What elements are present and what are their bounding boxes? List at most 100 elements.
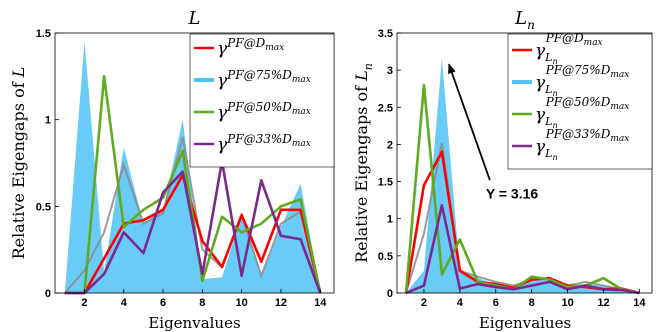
right-chart-title: Ln	[514, 8, 535, 32]
left-plot-content	[64, 41, 322, 295]
left-x-axis-label: Eigenvalues	[148, 314, 240, 332]
left-legend-gamma: γ	[217, 135, 228, 155]
left-line-series-2	[64, 75, 322, 295]
right-line-series-2	[404, 83, 640, 295]
left-x-tick-label: 12	[275, 297, 287, 309]
left-x-tick-label: 10	[236, 297, 248, 309]
right-legend-supsub: max	[610, 134, 629, 144]
left-legend-label-3: γPF@33%Dmax	[217, 132, 311, 155]
left-line-series-3	[64, 159, 322, 295]
annotation-group: Y = 3.16	[448, 63, 539, 201]
right-x-ticks: 2 4 6 8 10 12 14	[421, 289, 646, 309]
left-x-tick-label: 14	[314, 297, 327, 309]
right-legend-sub: L	[544, 51, 552, 64]
left-legend-supsub: max	[292, 75, 311, 85]
annotation-label: Y = 3.16	[486, 185, 539, 201]
right-x-tick-label: 12	[597, 297, 609, 309]
right-y-tick-label: 1	[387, 214, 393, 226]
left-legend-supsub: max	[265, 43, 284, 53]
left-x-tick-label: 6	[160, 297, 166, 309]
left-legend-gamma: γ	[217, 39, 228, 59]
right-legend-sup: PF@75%D	[545, 63, 611, 77]
left-legend: γPF@DmaxγPF@75%DmaxγPF@50%DmaxγPF@33%Dma…	[189, 33, 335, 168]
right-y-axis-label: Relative Eigengaps of Ln	[352, 63, 375, 263]
left-y-tick-label: 0	[45, 288, 51, 300]
left-x-tick-label: 8	[199, 297, 205, 309]
right-chart-title-sub: n	[527, 18, 535, 32]
right-legend-subsub: n	[552, 121, 557, 130]
left-legend-sup: PF@33%D	[226, 132, 292, 146]
right-x-tick-label: 14	[633, 297, 646, 309]
left-legend-label-1: γPF@75%Dmax	[217, 68, 311, 91]
right-legend-label-1: γLn PF@75%Dmax	[535, 63, 629, 98]
left-y-axis-label-text: Relative Eigengaps of	[9, 77, 28, 259]
right-x-tick-label: 2	[421, 297, 427, 309]
right-legend-label-0: γLn PF@Dmax	[535, 31, 603, 66]
right-y-ticks: 0 0.5 1 1.5 2 2.5 3 3.5	[378, 28, 401, 300]
right-line-series-3	[405, 204, 640, 295]
right-legend-sub: L	[544, 83, 552, 96]
right-legend-supsub: max	[610, 70, 629, 80]
right-legend-supsub: max	[584, 38, 603, 48]
right-legend-gamma: γ	[535, 105, 546, 125]
right-area-series-1	[405, 58, 640, 293]
right-legend-gamma: γ	[535, 137, 546, 157]
left-legend-supsub: max	[292, 139, 311, 149]
right-chart-title-main: L	[514, 8, 527, 29]
left-legend-gamma: γ	[217, 103, 228, 123]
right-legend-sup: PF@50%D	[545, 95, 611, 109]
left-legend-label-2: γPF@50%Dmax	[217, 100, 311, 123]
left-x-tick-label: 2	[81, 297, 87, 309]
left-legend-gamma: γ	[217, 71, 228, 91]
right-legend-subsub: n	[552, 57, 557, 66]
left-y-tick-label: 1.5	[36, 28, 51, 40]
right-y-tick-label: 3.5	[378, 28, 393, 40]
right-legend-sup: PF@33%D	[545, 127, 611, 141]
left-chart: 2 4 6 8 10 12 14 0 0.5 1 1.5 L Eigenvalues Relati…	[9, 8, 335, 332]
right-legend-subsub: n	[552, 89, 557, 98]
left-y-axis-label: Relative Eigengaps of L	[9, 67, 28, 260]
right-y-tick-label: 1.5	[378, 177, 393, 189]
left-chart-title: L	[188, 8, 201, 29]
right-plot-content	[404, 58, 640, 295]
right-legend-gamma: γ	[535, 73, 546, 93]
right-y-axis-label-sub: n	[362, 63, 375, 70]
right-legend-subsub: n	[552, 153, 557, 162]
left-legend-label-0: γPF@Dmax	[217, 36, 284, 59]
right-x-tick-label: 4	[457, 297, 464, 309]
left-legend-sup: PF@50%D	[226, 100, 292, 114]
left-legend-sup: PF@75%D	[226, 68, 292, 82]
right-y-tick-label: 3	[387, 65, 393, 77]
left-y-axis-label-symbol: L	[9, 67, 28, 79]
right-legend-label-3: γLn PF@33%Dmax	[535, 127, 629, 162]
right-legend-supsub: max	[610, 102, 629, 112]
right-legend: γLnPF@DmaxγLnPF@75%DmaxγLnPF@50%DmaxγLnP…	[507, 31, 653, 170]
right-legend-sup: PF@D	[545, 31, 584, 45]
right-x-axis-label: Eigenvalues	[479, 314, 571, 332]
left-x-tick-label: 4	[121, 297, 128, 309]
left-y-tick-label: 1	[45, 115, 51, 127]
right-y-axis-label-symbol: L	[352, 70, 371, 82]
left-y-tick-label: 0.5	[36, 201, 51, 213]
right-y-tick-label: 2.5	[378, 102, 393, 114]
right-x-tick-label: 8	[529, 297, 535, 309]
right-legend-sub: L	[544, 115, 552, 128]
left-legend-sup: PF@D	[226, 36, 265, 50]
right-legend-gamma: γ	[535, 41, 546, 61]
left-legend-supsub: max	[292, 107, 311, 117]
right-y-tick-label: 0	[387, 288, 393, 300]
left-area-series-1	[64, 41, 321, 293]
left-x-ticks: 2 4 6 8 10 12 14	[81, 289, 327, 309]
left-y-ticks: 0 0.5 1 1.5	[36, 28, 59, 300]
left-outline-series	[64, 136, 322, 294]
right-y-tick-label: 2	[387, 139, 393, 151]
annotation-arrow	[448, 63, 491, 181]
right-chart: 2 4 6 8 10 12 14 0 0.5 1 1.5 2 2.5 3 3.5 Ln Eigenvalu…	[352, 8, 653, 332]
right-legend-label-2: γLn PF@50%Dmax	[535, 95, 629, 130]
right-y-tick-label: 0.5	[378, 251, 393, 263]
right-x-tick-label: 6	[493, 297, 499, 309]
right-legend-sub: L	[544, 147, 552, 160]
right-x-tick-label: 10	[561, 297, 573, 309]
right-y-axis-label-text: Relative Eigengaps of	[352, 81, 371, 263]
